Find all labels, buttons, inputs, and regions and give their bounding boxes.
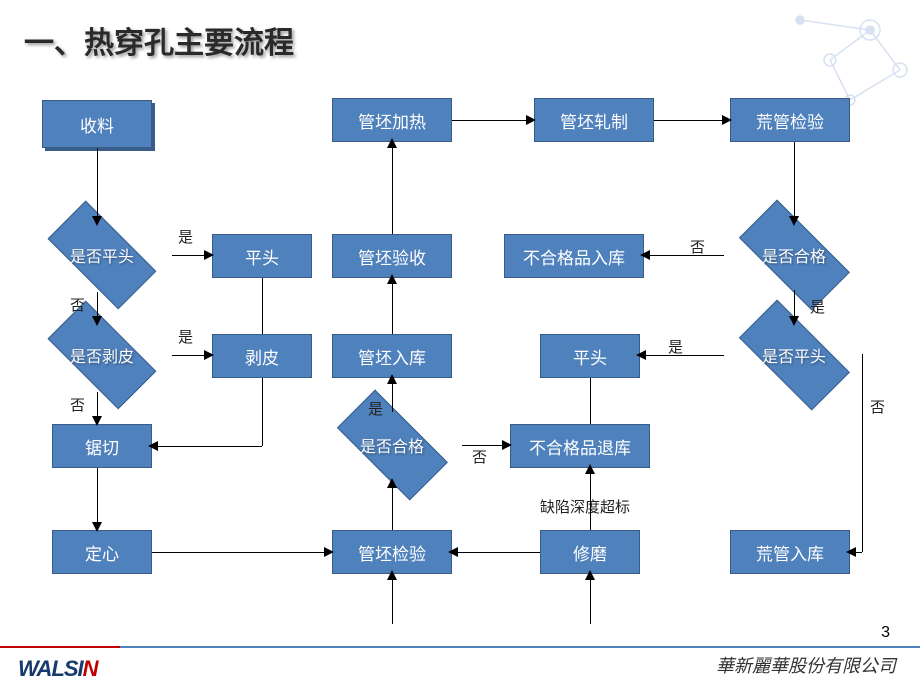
page-number: 3 bbox=[881, 624, 890, 642]
decision-d3: 是否合格 bbox=[320, 408, 464, 482]
arrow-icon bbox=[789, 216, 799, 226]
arrow-icon bbox=[387, 478, 397, 488]
edge-label: 否 bbox=[70, 394, 85, 415]
arrow-icon bbox=[526, 115, 536, 125]
arrow-icon bbox=[92, 216, 102, 226]
arrow-icon bbox=[585, 570, 595, 580]
arrow-icon bbox=[387, 274, 397, 284]
connector bbox=[590, 468, 591, 530]
decision-d5: 是否平头 bbox=[722, 318, 866, 392]
node-n8: 锯切 bbox=[52, 424, 152, 468]
edge-label: 否 bbox=[472, 446, 487, 467]
arrow-icon bbox=[92, 316, 102, 326]
arrow-icon bbox=[92, 416, 102, 426]
arrow-icon bbox=[846, 547, 856, 557]
page-title: 一、热穿孔主要流程 bbox=[24, 18, 294, 62]
node-n23: 荒管入库 bbox=[730, 530, 850, 574]
connector bbox=[590, 574, 591, 624]
arrow-icon bbox=[92, 522, 102, 532]
arrow-icon bbox=[722, 115, 732, 125]
node-n5: 平头 bbox=[212, 234, 312, 278]
company-name: 華新麗華股份有限公司 bbox=[716, 652, 896, 678]
node-n18: 不合格品入库 bbox=[504, 234, 644, 278]
connector bbox=[97, 148, 98, 218]
arrow-icon bbox=[204, 250, 214, 260]
connector bbox=[654, 120, 728, 121]
connector bbox=[392, 574, 393, 624]
arrow-icon bbox=[585, 464, 595, 474]
connector bbox=[392, 278, 393, 334]
connector bbox=[152, 446, 262, 447]
logo-text: WALSI bbox=[18, 656, 83, 681]
node-n20: 平头 bbox=[540, 334, 640, 378]
decision-d1: 是否平头 bbox=[32, 218, 172, 292]
arrow-icon bbox=[148, 441, 158, 451]
walsin-logo: WALSIN bbox=[18, 656, 98, 682]
connector bbox=[262, 378, 263, 446]
decision-d2: 是否剥皮 bbox=[32, 318, 172, 392]
edge-label: 是 bbox=[368, 398, 383, 419]
connector bbox=[794, 142, 795, 220]
arrow-icon bbox=[204, 350, 214, 360]
connector bbox=[452, 120, 532, 121]
connector bbox=[262, 278, 263, 334]
arrow-icon bbox=[387, 138, 397, 148]
connector bbox=[152, 552, 330, 553]
footer-divider bbox=[0, 646, 920, 648]
node-n13: 管坯验收 bbox=[332, 234, 452, 278]
arrow-icon bbox=[789, 316, 799, 326]
arrow-icon bbox=[502, 440, 512, 450]
connector bbox=[392, 482, 393, 530]
node-n7: 剥皮 bbox=[212, 334, 312, 378]
edge-label: 是 bbox=[178, 226, 193, 247]
arrow-icon bbox=[640, 250, 650, 260]
connector bbox=[97, 468, 98, 530]
decision-d4: 是否合格 bbox=[722, 218, 866, 292]
node-n12: 管坯入库 bbox=[332, 334, 452, 378]
flowchart-canvas: 一、热穿孔主要流程 收料平头剥皮锯切定心管坯检验管坯入库管坯验收管坯加热管坯轧制… bbox=[0, 0, 920, 690]
node-n9: 定心 bbox=[52, 530, 152, 574]
connector bbox=[590, 378, 591, 424]
node-n1: 收料 bbox=[42, 100, 152, 148]
connector bbox=[862, 354, 863, 552]
edge-label: 是 bbox=[810, 296, 825, 317]
connector bbox=[644, 255, 724, 256]
edge-label: 是 bbox=[668, 336, 683, 357]
arrow-icon bbox=[324, 547, 334, 557]
logo-accent: N bbox=[83, 656, 98, 681]
edge-label: 否 bbox=[690, 236, 705, 257]
edge-label: 是 bbox=[178, 326, 193, 347]
node-n16: 荒管检验 bbox=[730, 98, 850, 142]
arrow-icon bbox=[636, 350, 646, 360]
node-n10: 管坯检验 bbox=[332, 530, 452, 574]
edge-label: 否 bbox=[70, 294, 85, 315]
arrow-icon bbox=[387, 374, 397, 384]
arrow-icon bbox=[448, 547, 458, 557]
node-n21: 不合格品退库 bbox=[510, 424, 650, 468]
node-n22: 修磨 bbox=[540, 530, 640, 574]
edge-label: 否 bbox=[870, 396, 885, 417]
node-n15: 管坯轧制 bbox=[534, 98, 654, 142]
node-n14: 管坯加热 bbox=[332, 98, 452, 142]
edge-label: 缺陷深度超标 bbox=[540, 496, 630, 517]
arrow-icon bbox=[387, 570, 397, 580]
connector bbox=[392, 142, 393, 234]
connector bbox=[452, 552, 540, 553]
connector bbox=[640, 355, 724, 356]
